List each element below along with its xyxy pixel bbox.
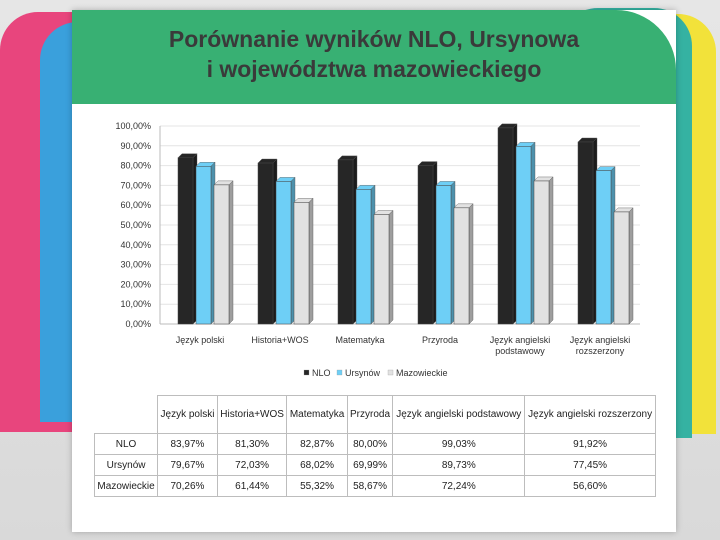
y-tick-label: 90,00%: [120, 141, 151, 151]
table-cell: 79,67%: [157, 454, 218, 476]
x-tick-label: Przyroda: [422, 335, 458, 345]
bar: [337, 159, 354, 325]
y-tick-label: 30,00%: [120, 260, 151, 270]
legend-swatch: [303, 369, 310, 376]
table-cell: 89,73%: [392, 454, 526, 476]
y-tick-label: 70,00%: [120, 180, 151, 190]
table-cell: 61,44%: [216, 475, 288, 497]
bar-side: [228, 180, 234, 325]
bar: [355, 189, 372, 325]
bar-side: [468, 203, 474, 325]
bar-side: [388, 209, 394, 325]
bar: [515, 146, 532, 325]
bar-side: [548, 176, 554, 325]
x-tick-label: Historia+WOS: [251, 335, 308, 345]
x-tick-label: Język angielski podstawowy: [490, 335, 551, 356]
bar: [533, 180, 550, 325]
bar: [275, 181, 292, 325]
table-cell: Mazowieckie: [93, 475, 159, 497]
y-tick-label: 20,00%: [120, 279, 151, 289]
table-cell: 82,87%: [286, 433, 348, 455]
bar-side: [628, 207, 634, 325]
y-tick-label: 60,00%: [120, 200, 151, 210]
table-cell: 91,92%: [524, 433, 656, 455]
table-cell: 80,00%: [346, 433, 394, 455]
table-row: Ursynów 79,67% 72,03% 68,02% 69,99% 89,7…: [93, 454, 656, 476]
bar: [257, 162, 274, 325]
legend-label: Ursynów: [345, 368, 381, 378]
table-cell: Przyroda: [346, 395, 394, 434]
slide-title: Porównanie wyników NLO, Ursynowa i wojew…: [72, 24, 676, 84]
table-cell: 58,67%: [346, 475, 394, 497]
legend-swatch: [387, 369, 394, 376]
table-header-row: Język polski Historia+WOS Matematyka Prz…: [94, 395, 656, 434]
table-cell: Język polski: [157, 395, 218, 434]
x-tick-label: Język angielski rozszerzony: [570, 335, 631, 356]
bar: [435, 185, 452, 325]
y-tick-label: 10,00%: [120, 299, 151, 309]
table-cell: 69,99%: [346, 454, 394, 476]
table-cell: NLO: [93, 433, 159, 455]
y-tick-label: 40,00%: [120, 240, 151, 250]
x-tick-label: Język polski: [176, 335, 225, 345]
table-cell: 72,24%: [392, 475, 526, 497]
table-cell: Ursynów: [93, 454, 159, 476]
bar: [613, 211, 630, 325]
table-cell: Matematyka: [286, 395, 348, 434]
bar: [497, 127, 514, 325]
table-cell: 72,03%: [216, 454, 288, 476]
table-cell: 70,26%: [157, 475, 218, 497]
title-band: [72, 10, 676, 104]
title-line-2: i województwa mazowieckiego: [206, 56, 542, 82]
table-cell: 56,60%: [524, 475, 656, 497]
table-cell: 83,97%: [157, 433, 218, 455]
bar: [177, 157, 194, 325]
legend-label: Mazowieckie: [396, 368, 448, 378]
y-tick-label: 50,00%: [120, 220, 151, 230]
table-cell: [94, 395, 159, 434]
bar: [577, 141, 594, 325]
table-cell: Historia+WOS: [216, 395, 288, 434]
bar: [595, 170, 612, 325]
table-cell: 55,32%: [286, 475, 348, 497]
bar: [195, 166, 212, 325]
x-tick-label: Matematyka: [335, 335, 384, 345]
table-cell: 68,02%: [286, 454, 348, 476]
table-cell: 99,03%: [392, 433, 526, 455]
y-tick-label: 100,00%: [115, 121, 151, 131]
title-line-1: Porównanie wyników NLO, Ursynowa: [168, 26, 580, 52]
y-tick-label: 0,00%: [125, 319, 151, 329]
legend-label: NLO: [312, 368, 331, 378]
data-table: Język polski Historia+WOS Matematyka Prz…: [93, 395, 656, 497]
bar: [417, 165, 434, 325]
bar: [373, 214, 390, 325]
bar: [213, 184, 230, 325]
bar: [453, 207, 470, 325]
table-cell: 77,45%: [524, 454, 656, 476]
y-tick-label: 80,00%: [120, 161, 151, 171]
table-row: Mazowieckie 70,26% 61,44% 55,32% 58,67% …: [93, 475, 656, 497]
table-row: NLO 83,97% 81,30% 82,87% 80,00% 99,03% 9…: [93, 433, 656, 455]
legend-swatch: [336, 369, 343, 376]
bar: [293, 202, 310, 325]
table-cell: Język angielski podstawowy: [392, 395, 526, 434]
table-cell: 81,30%: [216, 433, 288, 455]
bar-side: [308, 197, 314, 325]
table-cell: Język angielski rozszerzony: [524, 395, 656, 434]
